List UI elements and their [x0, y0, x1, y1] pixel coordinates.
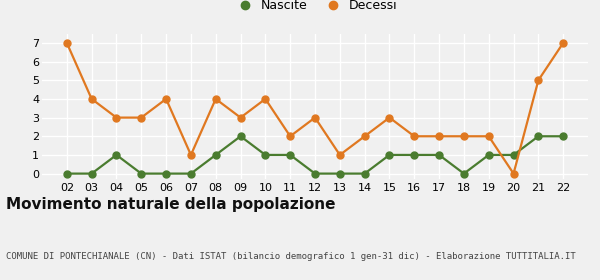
Decessi	[336, 153, 343, 157]
Decessi	[137, 116, 145, 119]
Nascite	[386, 153, 393, 157]
Nascite	[560, 135, 567, 138]
Text: COMUNE DI PONTECHIANALE (CN) - Dati ISTAT (bilancio demografico 1 gen-31 dic) - : COMUNE DI PONTECHIANALE (CN) - Dati ISTA…	[6, 252, 576, 261]
Nascite	[336, 172, 343, 175]
Nascite	[510, 153, 517, 157]
Text: Movimento naturale della popolazione: Movimento naturale della popolazione	[6, 197, 335, 213]
Nascite	[262, 153, 269, 157]
Decessi	[163, 97, 170, 101]
Nascite	[137, 172, 145, 175]
Nascite	[460, 172, 467, 175]
Decessi	[237, 116, 244, 119]
Decessi	[88, 97, 95, 101]
Nascite	[436, 153, 443, 157]
Nascite	[485, 153, 493, 157]
Decessi	[212, 97, 220, 101]
Decessi	[287, 135, 294, 138]
Decessi	[560, 41, 567, 45]
Line: Decessi: Decessi	[64, 39, 566, 177]
Nascite	[311, 172, 319, 175]
Legend: Nascite, Decessi: Nascite, Decessi	[232, 0, 398, 12]
Nascite	[410, 153, 418, 157]
Decessi	[535, 79, 542, 82]
Nascite	[88, 172, 95, 175]
Decessi	[187, 153, 194, 157]
Nascite	[361, 172, 368, 175]
Nascite	[212, 153, 220, 157]
Decessi	[311, 116, 319, 119]
Decessi	[262, 97, 269, 101]
Decessi	[361, 135, 368, 138]
Decessi	[63, 41, 70, 45]
Nascite	[287, 153, 294, 157]
Nascite	[163, 172, 170, 175]
Decessi	[436, 135, 443, 138]
Line: Nascite: Nascite	[64, 133, 566, 177]
Nascite	[113, 153, 120, 157]
Decessi	[510, 172, 517, 175]
Decessi	[113, 116, 120, 119]
Decessi	[386, 116, 393, 119]
Nascite	[535, 135, 542, 138]
Decessi	[485, 135, 493, 138]
Nascite	[237, 135, 244, 138]
Decessi	[460, 135, 467, 138]
Nascite	[187, 172, 194, 175]
Nascite	[63, 172, 70, 175]
Decessi	[410, 135, 418, 138]
